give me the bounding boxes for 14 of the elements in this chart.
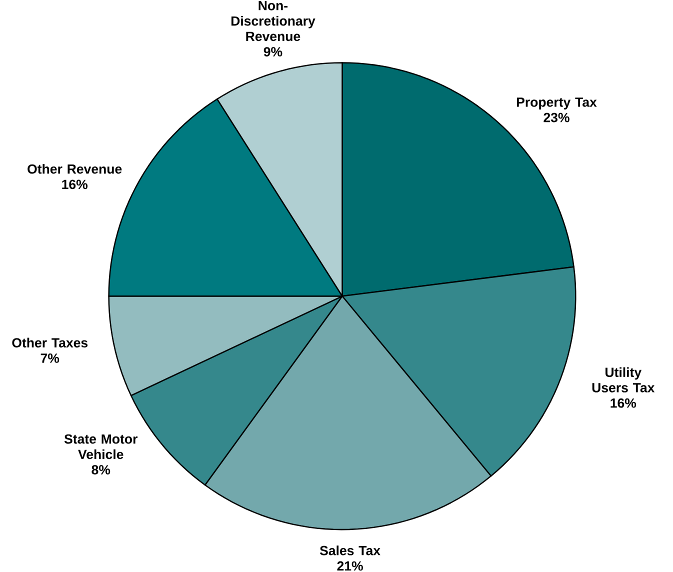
slice-label: Other Taxes [12, 338, 88, 348]
data-label: 16% [610, 398, 636, 408]
slice-label: Non-Discretionary Revenue [231, 1, 316, 42]
slice-label: State Motor Vehicle [64, 434, 138, 460]
data-label: 21% [337, 561, 363, 571]
data-label: 7% [40, 354, 60, 363]
slice-label: Property Tax [516, 98, 597, 110]
data-label: 23% [544, 112, 570, 122]
slice-label: Sales Tax [320, 546, 380, 556]
slice-label: Utility Users Tax [592, 367, 655, 393]
data-label: 9% [264, 47, 282, 57]
data-label: 16% [62, 180, 88, 190]
slice-label: Other Revenue [28, 164, 122, 174]
data-label: 8% [92, 465, 110, 475]
